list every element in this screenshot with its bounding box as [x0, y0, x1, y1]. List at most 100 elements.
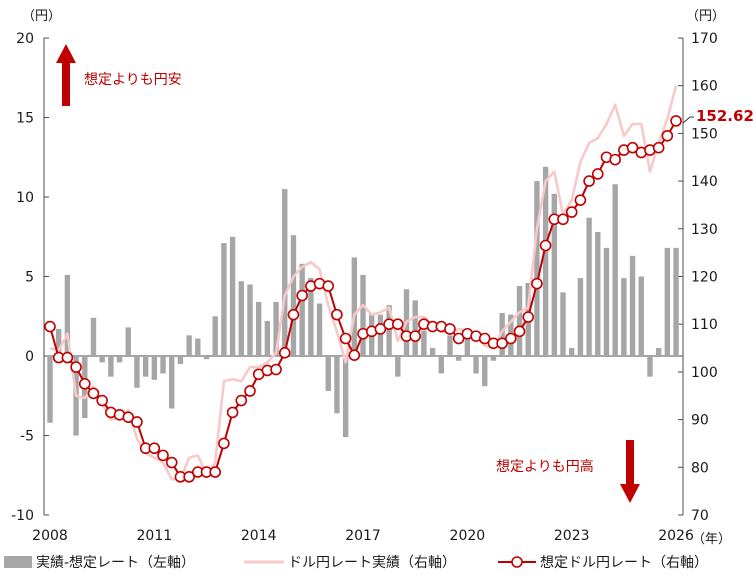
x-tick-label: 2011	[137, 528, 173, 544]
x-tick-label: 2017	[345, 528, 381, 544]
assumed-rate-point	[374, 323, 387, 335]
up-arrow-icon	[56, 44, 76, 106]
bar	[473, 356, 479, 374]
bar	[560, 292, 566, 356]
bar	[351, 257, 358, 356]
bar	[412, 300, 418, 356]
right-tick-label: 90	[691, 413, 709, 429]
bar	[482, 356, 488, 387]
right-tick-label: 160	[691, 79, 718, 95]
left-tick-label: 20	[16, 31, 34, 47]
bar	[47, 356, 53, 423]
down-note: 想定よりも円高	[496, 458, 594, 475]
assumed-rate-point	[165, 456, 178, 469]
left-tick-label: -5	[20, 429, 34, 445]
bar	[490, 356, 497, 361]
bar	[55, 328, 62, 356]
right-tick-label: 140	[691, 174, 718, 190]
bar	[577, 278, 584, 356]
legend: 実績-想定レート（左軸） ドル円レート実績（右軸） 想定ドル円レート（右軸）	[4, 555, 708, 571]
assumed-rate-point	[331, 308, 343, 321]
bar	[447, 335, 453, 356]
assumed-rate-point	[287, 308, 300, 321]
bar	[438, 356, 444, 374]
bar	[377, 314, 384, 356]
left-tick-label: 15	[16, 111, 34, 127]
assumed-rate-point	[87, 387, 100, 400]
left-tick-label: 5	[25, 270, 34, 286]
bar	[455, 356, 462, 361]
assumed-rate-point	[96, 394, 108, 407]
bar	[264, 321, 271, 356]
assumed-rate-point	[565, 206, 578, 218]
assumed-rate-point	[339, 332, 352, 345]
actual-rate-series	[49, 85, 678, 481]
bar	[229, 236, 236, 356]
bar	[238, 281, 244, 356]
assumed-rate-point	[183, 471, 195, 483]
right-tick-label: 120	[691, 270, 718, 286]
x-tick-label: 2020	[450, 528, 486, 544]
bar	[273, 301, 279, 356]
assumed-rate-series	[44, 115, 682, 483]
bar	[290, 235, 297, 356]
bar	[499, 313, 505, 356]
assumed-rate-point	[505, 332, 517, 345]
assumed-rate-point	[148, 442, 161, 455]
bar	[142, 356, 149, 377]
right-tick-label: 100	[691, 365, 718, 381]
actual-rate-line	[49, 85, 678, 481]
bar	[221, 243, 227, 356]
assumed-rate-point	[574, 194, 587, 206]
bar	[603, 247, 610, 356]
assumed-rate-point	[278, 347, 291, 359]
right-tick-label: 170	[691, 31, 718, 47]
bar	[308, 278, 314, 356]
x-axis-unit: （年）	[692, 532, 731, 547]
assumed-rate-point	[478, 332, 491, 345]
assumed-rate-point	[513, 325, 526, 338]
assumed-rate-point	[131, 416, 143, 428]
bar	[64, 274, 71, 356]
bar	[116, 356, 123, 363]
right-tick-label: 110	[691, 317, 718, 333]
x-tick-label: 2014	[241, 528, 277, 544]
legend-assumed-label: 想定ドル円レート（右軸）	[540, 555, 708, 571]
bar	[134, 356, 140, 388]
bar	[664, 247, 671, 356]
bar	[160, 356, 166, 374]
bar	[282, 189, 288, 356]
bar	[325, 356, 331, 391]
bar	[569, 348, 575, 356]
x-tick-label: 2023	[554, 528, 590, 544]
bar	[638, 276, 644, 356]
bar	[212, 316, 218, 356]
bar	[629, 255, 636, 356]
assumed-rate-point	[652, 141, 665, 154]
right-tick-label: 130	[691, 222, 718, 238]
bar	[429, 348, 436, 356]
bar	[334, 356, 340, 414]
bar	[421, 330, 427, 356]
assumed-rate-point	[626, 141, 639, 154]
assumed-rate-point	[409, 330, 421, 342]
assumed-rate-point	[496, 337, 508, 350]
legend-assumed-swatch	[498, 556, 536, 568]
assumed-rate-point	[70, 361, 82, 373]
bar	[464, 328, 471, 356]
bar	[551, 193, 558, 356]
bar	[342, 356, 349, 438]
assumed-rate-point	[348, 349, 361, 362]
bar	[203, 356, 210, 360]
right-tick-label: 80	[691, 460, 709, 476]
assumed-rate-point	[235, 394, 248, 407]
assumed-rate-point	[157, 449, 169, 462]
assumed-rate-point	[122, 411, 135, 424]
assumed-rate-point	[78, 378, 91, 390]
bar	[99, 356, 105, 363]
left-tick-label: 0	[25, 349, 34, 365]
assumed-rate-point	[392, 318, 404, 331]
bar	[169, 356, 175, 409]
legend-bars-label: 実績-想定レート（左軸）	[36, 555, 195, 571]
bar	[534, 181, 540, 356]
